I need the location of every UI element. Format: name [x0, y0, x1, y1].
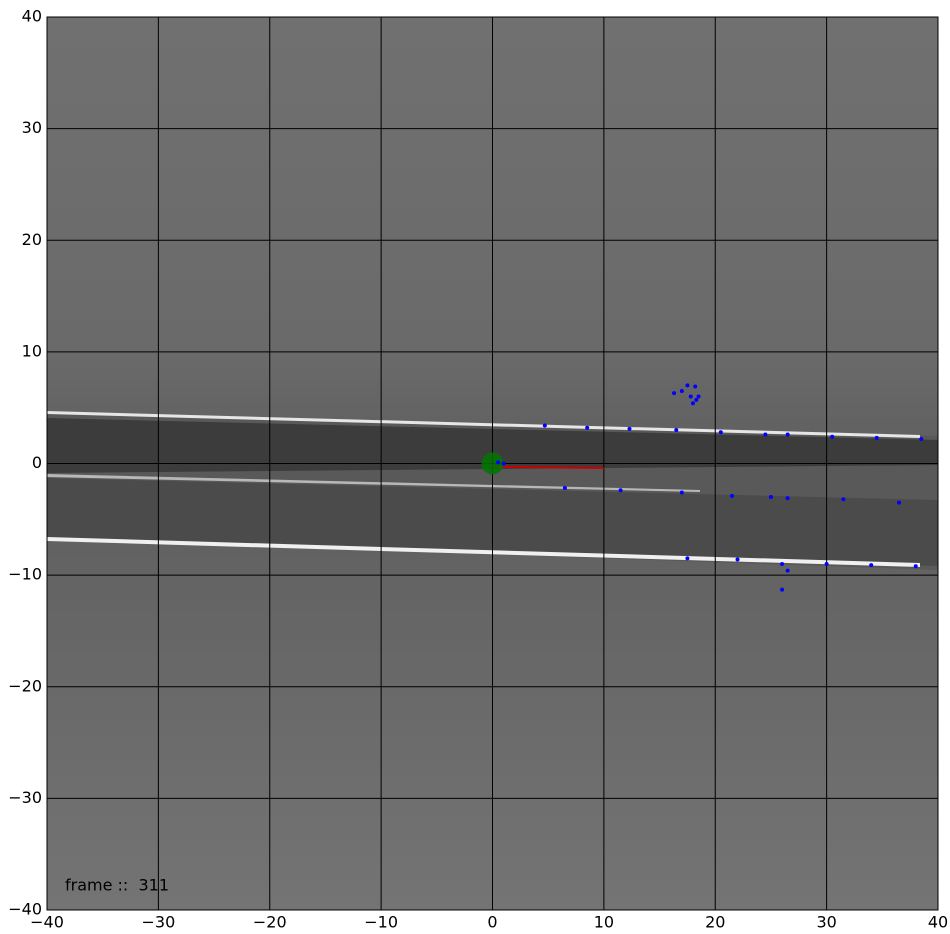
point	[919, 436, 924, 441]
point	[679, 490, 684, 495]
point	[679, 388, 684, 393]
annotation: frame :: 311	[65, 876, 169, 895]
point	[674, 428, 679, 433]
y-tick-label: −30	[8, 788, 42, 807]
y-tick-label: 40	[22, 7, 42, 26]
heading-line	[492, 465, 604, 469]
y-tick-label: 10	[22, 341, 42, 360]
point	[542, 423, 547, 428]
point	[696, 394, 701, 399]
y-tick-label: 0	[32, 453, 42, 472]
point	[830, 434, 835, 439]
point	[841, 497, 846, 502]
x-tick-label: 10	[594, 913, 614, 932]
point	[693, 384, 698, 389]
x-tick-label: −30	[141, 913, 175, 932]
point	[785, 568, 790, 573]
y-tick-label: −20	[8, 676, 42, 695]
y-tick-label: 30	[22, 118, 42, 137]
plot-frame	[46, 16, 939, 911]
x-tick-label: 0	[487, 913, 497, 932]
point	[763, 432, 768, 437]
point	[690, 401, 695, 406]
point	[688, 394, 693, 399]
point	[869, 563, 874, 568]
point	[780, 587, 785, 592]
point	[768, 494, 773, 499]
point	[718, 430, 723, 435]
point	[913, 564, 918, 569]
point	[694, 397, 699, 402]
point	[785, 432, 790, 437]
x-tick-label: −10	[364, 913, 398, 932]
point	[496, 460, 501, 465]
x-tick-label: −40	[30, 913, 64, 932]
y-tick-label: −10	[8, 565, 42, 584]
point	[735, 557, 740, 562]
ego-marker	[481, 452, 504, 475]
x-tick-label: 40	[928, 913, 948, 932]
point	[785, 496, 790, 501]
point	[585, 425, 590, 430]
point	[780, 561, 785, 566]
x-tick-label: 30	[816, 913, 836, 932]
y-tick-label: −40	[8, 900, 42, 919]
point	[672, 391, 677, 396]
point	[897, 500, 902, 505]
point	[729, 493, 734, 498]
y-tick-label: 20	[22, 230, 42, 249]
point	[562, 486, 567, 491]
x-tick-label: −20	[253, 913, 287, 932]
point	[618, 488, 623, 493]
point	[501, 461, 506, 466]
point	[824, 561, 829, 566]
point	[685, 556, 690, 561]
point	[685, 383, 690, 388]
point	[874, 435, 879, 440]
point	[627, 426, 632, 431]
x-tick-label: 20	[705, 913, 725, 932]
